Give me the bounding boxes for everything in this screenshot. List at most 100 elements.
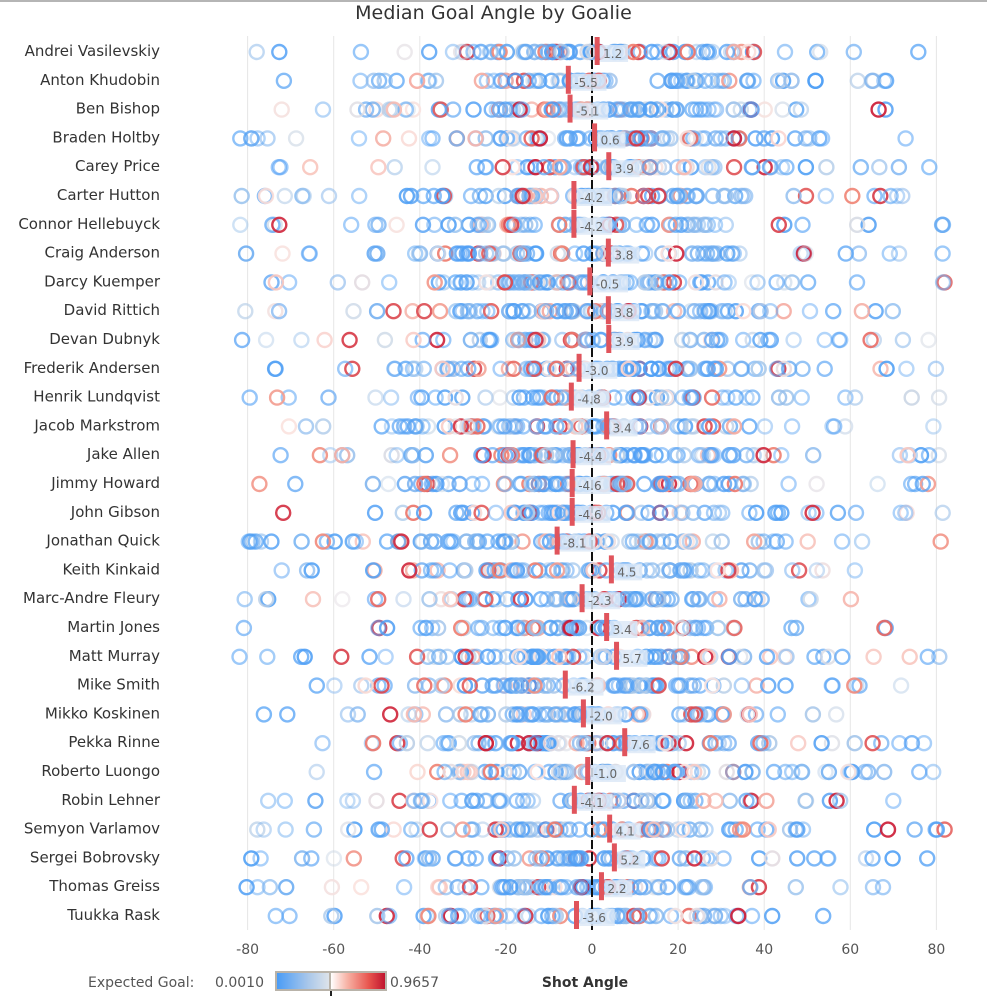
- goalie-label: Jake Allen: [86, 445, 160, 463]
- shot-point: [515, 389, 533, 406]
- shot-point: [495, 879, 512, 896]
- shot-point: [528, 418, 545, 435]
- shot-point: [452, 706, 469, 723]
- shot-point: [599, 533, 617, 550]
- shot-point: [676, 418, 694, 435]
- shot-point: [337, 360, 354, 377]
- shot-point: [236, 591, 253, 608]
- shot-point: [237, 245, 255, 262]
- shot-point: [295, 187, 312, 205]
- shot-point: [815, 907, 832, 925]
- shot-point: [735, 303, 752, 320]
- shot-point: [758, 648, 776, 665]
- shot-point: [891, 735, 908, 752]
- shot-point: [382, 706, 399, 723]
- shot-point: [473, 72, 491, 90]
- shot-point: [546, 648, 563, 665]
- shot-point: [354, 274, 371, 291]
- shot-point: [502, 418, 519, 435]
- median-label: -8.1: [563, 537, 586, 551]
- legend-gradient-blue[interactable]: [275, 971, 331, 991]
- shot-point: [847, 504, 865, 521]
- shot-point: [884, 303, 901, 320]
- shot-point: [845, 43, 862, 61]
- shot-point: [660, 245, 677, 262]
- shot-point: [540, 907, 557, 925]
- shot-point: [293, 850, 311, 867]
- shot-point: [308, 763, 325, 781]
- median-label-bg: [597, 131, 626, 149]
- shot-point: [684, 72, 702, 90]
- shot-point: [275, 504, 292, 521]
- shot-point: [715, 72, 733, 90]
- shot-point: [296, 648, 313, 665]
- shot-point: [666, 763, 683, 781]
- shot-point: [535, 158, 553, 176]
- shot-point: [457, 648, 474, 665]
- shot-point: [303, 562, 320, 579]
- shot-point: [496, 274, 514, 291]
- shot-point: [496, 418, 513, 435]
- median-label-bg: [585, 592, 621, 610]
- shot-point: [661, 360, 678, 377]
- legend-gradient-red[interactable]: [331, 971, 387, 991]
- shot-point: [297, 418, 315, 435]
- shot-point: [607, 677, 624, 694]
- shot-point: [614, 475, 631, 493]
- shot-point: [639, 216, 656, 234]
- shot-point: [634, 677, 651, 694]
- shot-point: [460, 245, 477, 262]
- shot-point: [930, 447, 947, 464]
- shot-point: [731, 245, 748, 262]
- shot-point: [536, 418, 553, 435]
- shot-point: [595, 648, 612, 665]
- shot-point: [933, 216, 951, 234]
- shot-point: [440, 907, 458, 925]
- median-bar: [562, 670, 568, 699]
- shot-point: [426, 648, 443, 665]
- shot-point: [648, 101, 665, 118]
- shot-point: [501, 130, 519, 147]
- shot-point: [364, 735, 382, 752]
- shot-point: [447, 389, 464, 406]
- shot-point: [653, 447, 671, 464]
- shot-point: [743, 158, 760, 176]
- shot-point: [846, 562, 864, 579]
- shot-point: [780, 475, 797, 493]
- shot-point: [376, 72, 393, 90]
- median-label: -4.4: [579, 450, 602, 464]
- goalie-label: Andrei Vasilevskiy: [25, 42, 161, 60]
- shot-point: [625, 792, 643, 809]
- shot-point: [366, 245, 383, 262]
- shot-point: [679, 43, 696, 61]
- shot-point: [832, 879, 849, 896]
- shot-point: [473, 475, 491, 493]
- shot-point: [560, 850, 577, 867]
- shot-point: [357, 677, 374, 694]
- shot-point: [473, 879, 490, 896]
- shot-point: [857, 850, 875, 867]
- shot-point: [648, 389, 666, 406]
- shot-point: [695, 331, 712, 349]
- shot-point: [778, 158, 795, 176]
- shot-point: [320, 187, 338, 205]
- shot-point: [453, 360, 470, 377]
- shot-point: [391, 792, 408, 809]
- median-label-bg: [627, 736, 656, 754]
- shot-point: [688, 907, 705, 925]
- shot-point: [516, 274, 533, 291]
- shot-point: [733, 187, 750, 205]
- shot-point: [734, 821, 752, 838]
- shot-point: [890, 245, 908, 262]
- shot-point: [649, 72, 666, 90]
- shot-point: [626, 447, 643, 464]
- shot-point: [322, 447, 339, 464]
- shot-point: [271, 43, 288, 61]
- shot-point: [582, 158, 600, 176]
- shot-point: [920, 447, 938, 464]
- shot-point: [562, 619, 580, 637]
- median-bar: [606, 152, 612, 181]
- shot-point: [813, 735, 830, 752]
- shot-point: [808, 475, 825, 493]
- shot-point: [814, 562, 831, 579]
